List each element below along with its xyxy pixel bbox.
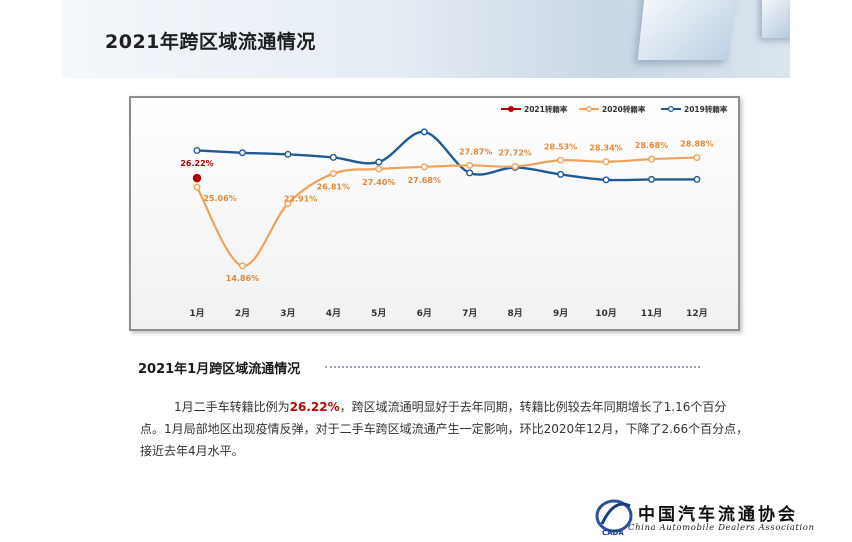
series-point-2020 <box>284 200 292 208</box>
paragraph-text-start: 1月二手车转籍比例为 <box>174 400 290 414</box>
data-label: 28.53% <box>544 142 577 151</box>
x-tick-label: 8月 <box>508 308 523 319</box>
data-label: 28.88% <box>680 140 713 149</box>
data-label: 22.91% <box>284 195 317 204</box>
paragraph-text-end: ，跨区域流通明显好于去年同期，转籍比例较去年同期增长了1.16个百分点。1月局部… <box>140 400 749 458</box>
x-tick-label: 2月 <box>235 308 250 319</box>
series-point-2019 <box>420 128 428 136</box>
data-label: 27.87% <box>459 147 492 156</box>
legend-marker <box>667 106 674 113</box>
data-label: 27.40% <box>362 178 395 187</box>
x-tick-label: 12月 <box>686 308 708 319</box>
section-title: 2021年1月跨区域流通情况 <box>138 362 301 377</box>
series-point-2020 <box>511 163 519 171</box>
header-banner: 2021年跨区域流通情况 <box>62 0 790 78</box>
legend-label: 2020转籍率 <box>602 104 646 114</box>
header-decoration <box>637 0 737 60</box>
series-point-2019 <box>602 176 610 184</box>
legend-marker <box>508 106 514 112</box>
legend-label: 2021转籍率 <box>524 104 568 114</box>
series-point-2020 <box>693 154 701 162</box>
series-point-2019 <box>557 170 565 178</box>
x-tick-label: 6月 <box>417 308 432 319</box>
series-point-2019 <box>329 153 337 161</box>
x-tick-label: 11月 <box>641 308 663 319</box>
legend-marker <box>586 106 593 113</box>
series-line-2020 <box>196 156 697 267</box>
series-point-2020 <box>648 155 656 163</box>
page-title: 2021年跨区域流通情况 <box>105 31 316 53</box>
series-point-2019 <box>193 146 201 154</box>
series-point-2019 <box>693 175 701 183</box>
highlight-value: 26.22% <box>289 400 340 414</box>
data-label: 27.68% <box>408 176 441 185</box>
logo-swoosh <box>600 502 631 525</box>
series-line-2019 <box>196 130 697 182</box>
x-tick-label: 3月 <box>280 308 295 319</box>
series-point-2021 <box>192 173 202 183</box>
logo-ring <box>595 499 633 533</box>
series-point-2020 <box>466 161 474 169</box>
series-point-2020 <box>602 158 610 166</box>
series-point-2019 <box>284 150 292 158</box>
data-label: 25.06% <box>203 194 236 203</box>
data-label: 28.34% <box>589 144 622 153</box>
logo-chinese-name: 中国汽车流通协会 <box>638 505 798 525</box>
series-point-2020 <box>557 156 565 164</box>
data-label: 26.81% <box>317 183 350 192</box>
x-tick-label: 4月 <box>326 308 341 319</box>
data-label: 26.22% <box>180 159 213 168</box>
dotted-divider <box>325 366 700 368</box>
logo-english-name: China Automobile Dealers Association <box>628 523 815 533</box>
legend-label: 2019转籍率 <box>684 104 728 114</box>
series-point-2020 <box>329 170 337 178</box>
series-point-2019 <box>375 158 383 166</box>
data-label: 27.72% <box>498 149 531 158</box>
cada-logo: CADA <box>595 499 633 537</box>
x-tick-label: 7月 <box>462 308 477 319</box>
series-point-2020 <box>375 165 383 173</box>
line-chart: 1月 2月 3月 4月 5月 6月 7月 8月 9月 10月 11月 12月 26.22% 25.06% 1… <box>129 96 740 331</box>
series-point-2020 <box>193 183 201 191</box>
summary-paragraph: 1月二手车转籍比例为26.22%，跨区域流通明显好于去年同期，转籍比例较去年同期… <box>140 396 750 462</box>
series-point-2019 <box>238 149 246 157</box>
x-tick-label: 1月 <box>189 308 204 319</box>
series-point-2019 <box>648 175 656 183</box>
series-point-2020 <box>238 262 246 270</box>
x-tick-label: 9月 <box>553 308 568 319</box>
header-decoration <box>762 0 790 38</box>
series-point-2020 <box>420 163 428 171</box>
data-label: 14.86% <box>226 274 259 283</box>
x-tick-label: 10月 <box>595 308 617 319</box>
series-point-2019 <box>466 169 474 177</box>
data-label: 28.68% <box>635 141 668 150</box>
x-tick-label: 5月 <box>371 308 386 319</box>
chart-canvas: 1月 2月 3月 4月 5月 6月 7月 8月 9月 10月 11月 12月 26.22% 25.06% 1… <box>180 104 728 319</box>
logo-mark-text: CADA <box>602 529 624 537</box>
